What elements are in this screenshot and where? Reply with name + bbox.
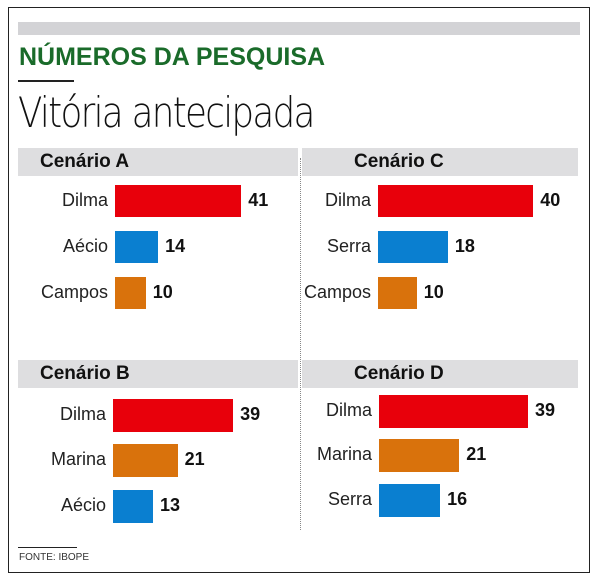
- bar-marina: [113, 444, 178, 477]
- bar-dilma: [379, 395, 528, 428]
- panel-title: Cenário D: [354, 363, 444, 384]
- bar-value: 16: [447, 489, 468, 509]
- bar-aécio: [115, 231, 159, 263]
- kicker: NÚMEROS DA PESQUISA: [19, 43, 326, 71]
- panel-header: Cenário B: [18, 360, 298, 388]
- bar-value: 10: [423, 282, 444, 302]
- bar-label: Serra: [327, 489, 372, 509]
- bar-campos: [378, 277, 417, 309]
- bar-value: 39: [240, 404, 261, 424]
- bar-aécio: [113, 490, 154, 523]
- bar-value: 14: [165, 236, 186, 256]
- column-divider: [300, 158, 301, 530]
- kicker-rule: [18, 80, 74, 82]
- bar-label: Serra: [326, 236, 371, 256]
- bar-label: Dilma: [325, 400, 372, 420]
- bar-label: Campos: [40, 282, 108, 302]
- bar-value: 18: [454, 236, 475, 256]
- bar-label: Aécio: [60, 495, 106, 515]
- bar-dilma: [378, 185, 534, 217]
- panel-header: Cenário C: [302, 148, 578, 176]
- bar-marina: [379, 439, 460, 472]
- bar-value: 41: [248, 190, 269, 210]
- source-note: FONTE: IBOPE: [19, 552, 90, 563]
- panel-title: Cenário B: [40, 363, 130, 384]
- bar-value: 10: [152, 282, 173, 302]
- panel-header: Cenário D: [302, 360, 578, 388]
- page-title: Vitória antecipada: [18, 88, 315, 137]
- bar-label: Marina: [316, 444, 372, 464]
- bar-label: Marina: [50, 449, 106, 469]
- infographic-frame: [8, 7, 590, 573]
- bar-value: 13: [160, 495, 181, 515]
- bar-dilma: [115, 185, 242, 217]
- bar-value: 40: [540, 190, 561, 210]
- bar-dilma: [113, 399, 234, 432]
- bar-label: Dilma: [61, 190, 108, 210]
- panel-title: Cenário C: [354, 151, 444, 172]
- bar-label: Campos: [303, 282, 371, 302]
- bar-campos: [115, 277, 146, 309]
- bar-serra: [379, 484, 441, 517]
- panel-title: Cenário A: [40, 151, 130, 172]
- footer-rule: [18, 547, 77, 548]
- bar-value: 21: [184, 449, 205, 469]
- top-bar: [18, 22, 580, 35]
- bar-value: 39: [534, 400, 555, 420]
- panel-header: Cenário A: [18, 148, 298, 176]
- bar-value: 21: [466, 444, 487, 464]
- bar-label: Dilma: [59, 404, 106, 424]
- bar-serra: [378, 231, 448, 263]
- bar-label: Dilma: [324, 190, 371, 210]
- bar-label: Aécio: [62, 236, 108, 256]
